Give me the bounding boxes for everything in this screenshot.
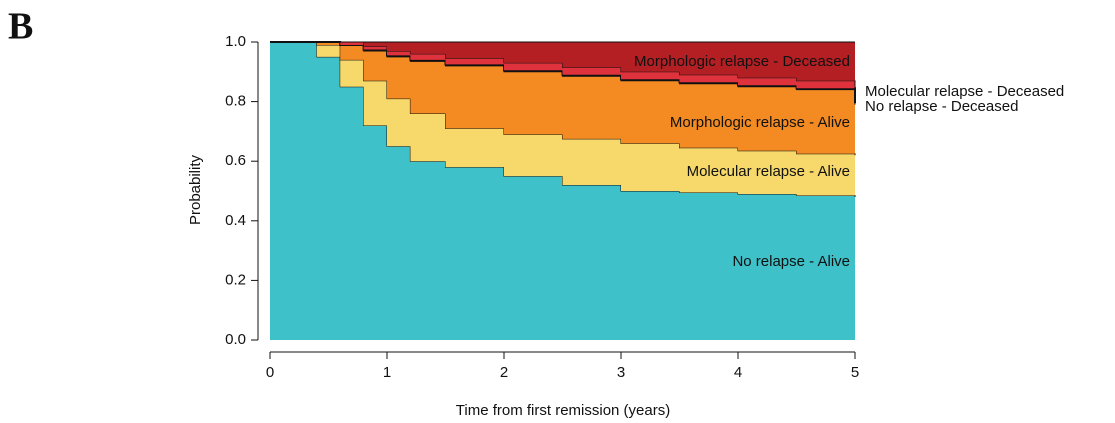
area [270, 42, 855, 90]
area [270, 42, 855, 340]
series-label: Morphologic relapse - Deceased [634, 53, 850, 70]
series-label: Molecular relapse - Alive [687, 163, 850, 180]
x-tick-label: 1 [383, 364, 391, 381]
area [270, 42, 855, 156]
y-tick-label: 0.2 [225, 271, 246, 288]
series-label: Morphologic relapse - Alive [670, 114, 850, 131]
area [270, 42, 855, 197]
y-tick-label: 0.8 [225, 93, 246, 110]
x-tick-label: 4 [734, 364, 742, 381]
y-tick-label: 1.0 [225, 33, 246, 50]
y-tick-label: 0.4 [225, 212, 246, 229]
y-axis-label: Probability [187, 154, 204, 225]
series-label: No relapse - Deceased [865, 98, 1018, 115]
x-tick-label: 5 [851, 364, 859, 381]
y-tick-label: 0.6 [225, 152, 246, 169]
series-label: Molecular relapse - Deceased [865, 83, 1064, 100]
x-tick-label: 3 [617, 364, 625, 381]
x-axis-label: Time from first remission (years) [456, 402, 670, 419]
y-tick-label: 0.0 [225, 331, 246, 348]
area [270, 42, 855, 104]
series-label: No relapse - Alive [732, 253, 850, 270]
x-tick-label: 0 [266, 364, 274, 381]
x-tick-label: 2 [500, 364, 508, 381]
panel-label: B [8, 6, 33, 48]
